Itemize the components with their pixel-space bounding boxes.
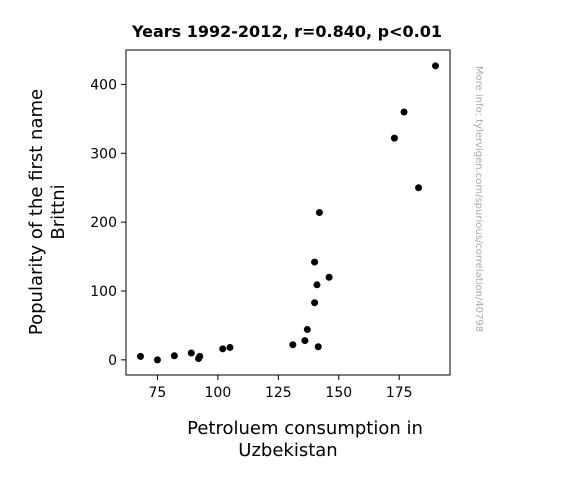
x-tick-label: 75 xyxy=(149,385,167,401)
data-point xyxy=(170,352,178,360)
data-point xyxy=(289,341,297,349)
plot-area: 75 100 125 150 175 0 100 200 300 400 xyxy=(90,49,451,401)
x-tick-label: 175 xyxy=(386,385,413,401)
data-point xyxy=(415,184,423,192)
x-tick-label: 150 xyxy=(325,385,352,401)
y-tick-label: 300 xyxy=(90,146,117,162)
data-point xyxy=(390,134,398,142)
data-point xyxy=(196,352,204,360)
data-point xyxy=(325,273,333,281)
data-point xyxy=(303,326,311,334)
source-watermark: More info: tylervigen.com/spurious/corre… xyxy=(473,66,484,332)
data-point xyxy=(400,108,408,116)
x-tick-label: 125 xyxy=(265,385,292,401)
y-axis-label-line-1: Popularity of the first name xyxy=(26,89,47,335)
data-point xyxy=(137,352,145,360)
data-point xyxy=(314,343,322,351)
data-point xyxy=(219,345,227,353)
y-tick-label: 0 xyxy=(108,353,117,369)
data-point xyxy=(301,337,309,345)
y-axis-label-line-2: Brittni xyxy=(48,184,69,239)
x-tick-label: 100 xyxy=(205,385,232,401)
data-point xyxy=(313,281,321,289)
plot-frame xyxy=(125,49,451,376)
data-point xyxy=(315,209,323,216)
data-point xyxy=(311,299,319,307)
data-point xyxy=(431,62,439,70)
y-tick-label: 100 xyxy=(90,284,117,300)
data-point xyxy=(311,258,319,266)
x-axis-label-line-1: Petroluem consumption in xyxy=(187,418,423,439)
y-tick-label: 200 xyxy=(90,215,117,231)
data-point xyxy=(226,343,234,351)
data-point xyxy=(153,356,161,364)
chart-title: Years 1992-2012, r=0.840, p<0.01 xyxy=(131,22,442,41)
x-axis-label-line-2: Uzbekistan xyxy=(238,440,337,461)
data-point xyxy=(187,349,195,357)
y-tick-label: 400 xyxy=(90,77,117,93)
